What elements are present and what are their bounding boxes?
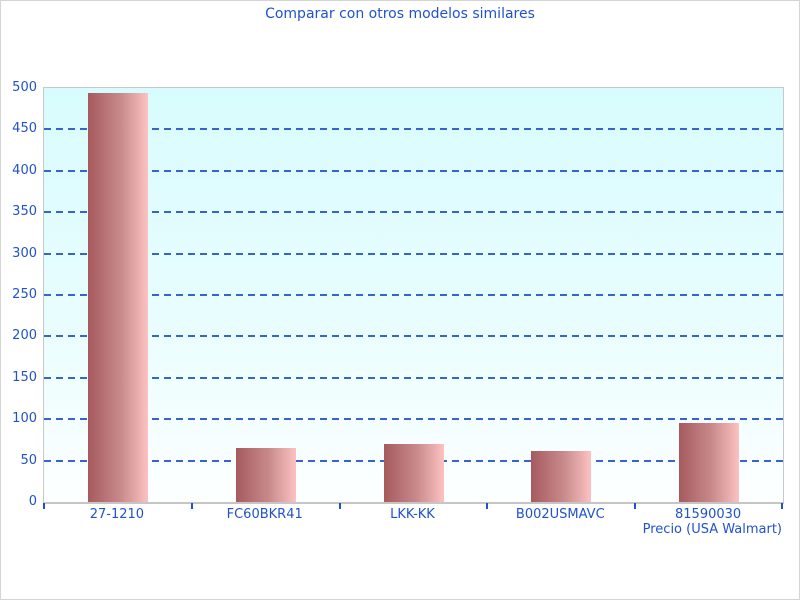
x-tick-label-LKK-KK: LKK-KK bbox=[390, 507, 435, 522]
gridline-400 bbox=[44, 169, 783, 172]
gridline-200 bbox=[44, 335, 783, 338]
x-tick-label-B002USMAVC: B002USMAVC bbox=[515, 507, 605, 522]
gridline-350 bbox=[44, 211, 783, 214]
y-tick-label-350: 350 bbox=[12, 204, 37, 220]
y-tick-label-0: 0 bbox=[28, 494, 37, 509]
chart-title: Comparar con otros modelos similares bbox=[265, 6, 535, 22]
plot-area bbox=[43, 87, 784, 504]
gridline-450 bbox=[44, 128, 783, 131]
y-tick-label-500: 500 bbox=[12, 80, 37, 95]
bar-27-1210 bbox=[87, 93, 148, 502]
y-tick-label-50: 50 bbox=[20, 452, 37, 468]
x-tick-label-FC60BKR41: FC60BKR41 bbox=[226, 507, 303, 522]
x-axis-tick bbox=[191, 503, 193, 509]
y-tick-label-300: 300 bbox=[12, 245, 37, 261]
y-tick-label-150: 150 bbox=[12, 369, 37, 385]
y-tick-label-400: 400 bbox=[12, 162, 37, 178]
x-tick-label-81590030: 81590030 bbox=[675, 507, 742, 522]
bar-B002USMAVC bbox=[531, 451, 592, 502]
y-tick-label-250: 250 bbox=[12, 287, 37, 302]
x-axis-label: Precio (USA Walmart) bbox=[642, 522, 782, 537]
x-axis-tick bbox=[781, 503, 783, 509]
gridline-300 bbox=[44, 252, 783, 255]
gridline-250 bbox=[44, 294, 783, 296]
bar-FC60BKR41 bbox=[235, 448, 296, 502]
x-axis-tick bbox=[339, 503, 341, 509]
bar-81590030 bbox=[679, 423, 740, 502]
x-axis-tick bbox=[634, 503, 636, 509]
y-tick-label-200: 200 bbox=[12, 328, 37, 344]
x-axis-tick bbox=[486, 503, 488, 509]
gridline-100 bbox=[44, 418, 783, 421]
y-tick-label-100: 100 bbox=[12, 411, 37, 427]
x-tick-label-27-1210: 27-1210 bbox=[89, 507, 145, 522]
bar-LKK-KK bbox=[383, 444, 444, 502]
x-axis-tick bbox=[43, 503, 45, 509]
gridline-150 bbox=[44, 376, 783, 379]
y-tick-label-450: 450 bbox=[12, 121, 37, 137]
